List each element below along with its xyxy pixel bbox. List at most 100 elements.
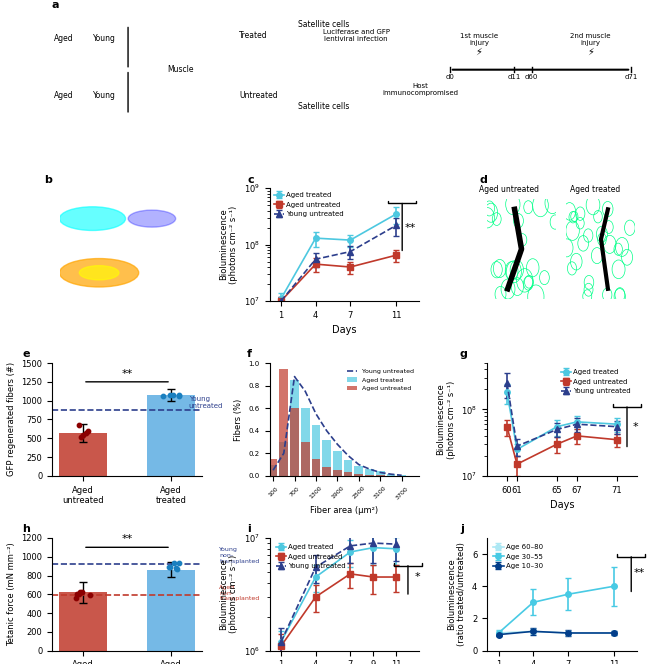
Bar	[147, 570, 195, 651]
Text: Aged: Aged	[54, 35, 73, 43]
Legend: Aged treated, Aged untreated, Young untreated: Aged treated, Aged untreated, Young untr…	[273, 541, 348, 572]
Young untreated	[333, 440, 341, 448]
Text: 20 Mo mouse: 20 Mo mouse	[55, 221, 61, 268]
Text: Aged untreated: Aged untreated	[480, 185, 540, 193]
Young untreated	[398, 471, 406, 479]
Point	[168, 390, 178, 401]
Text: h: h	[22, 525, 30, 535]
Y-axis label: GFP regenerated fibers (#): GFP regenerated fibers (#)	[6, 363, 16, 477]
Bar	[333, 451, 342, 476]
Point	[75, 587, 86, 598]
Text: 2: 2	[188, 217, 193, 223]
X-axis label: Days: Days	[332, 325, 357, 335]
Bar	[354, 473, 363, 476]
X-axis label: Fiber area (μm²): Fiber area (μm²)	[311, 506, 378, 515]
Young untreated	[312, 410, 320, 418]
Text: 5: 5	[188, 256, 193, 262]
Text: Young
non-
transplanted: Young non- transplanted	[220, 547, 259, 564]
Point	[75, 431, 86, 442]
Text: Aged treated: Aged treated	[570, 185, 620, 193]
Point	[73, 420, 84, 431]
Text: a: a	[52, 0, 60, 10]
Bar	[376, 471, 385, 476]
Text: Untreated: Untreated	[130, 185, 169, 193]
Text: *: *	[415, 572, 420, 582]
Text: Treated: Treated	[60, 185, 89, 193]
Text: i: i	[247, 525, 251, 535]
Bar	[268, 465, 278, 476]
Bar	[58, 433, 107, 476]
Text: c: c	[247, 175, 254, 185]
Y-axis label: Fibers (%): Fibers (%)	[234, 398, 243, 440]
Y-axis label: Bioluminescence
(photons cm⁻² s⁻¹): Bioluminescence (photons cm⁻² s⁻¹)	[436, 380, 456, 459]
Young untreated	[344, 452, 352, 459]
Text: d60: d60	[525, 74, 538, 80]
Point	[165, 390, 176, 400]
Point	[164, 562, 174, 573]
Legend: Young untreated, Aged treated, Aged untreated: Young untreated, Aged treated, Aged untr…	[345, 366, 417, 394]
Text: Young: Young	[93, 91, 116, 100]
Bar	[322, 440, 331, 476]
Point	[165, 562, 176, 572]
Y-axis label: Bioluminescence
(photons cm⁻² s⁻¹): Bioluminescence (photons cm⁻² s⁻¹)	[219, 555, 238, 633]
Point	[174, 390, 184, 401]
Young untreated	[302, 387, 309, 395]
Text: 1st muscle
injury: 1st muscle injury	[460, 33, 498, 46]
Bar	[147, 395, 195, 476]
Text: Luciferase and GFP
lentiviral infection: Luciferase and GFP lentiviral infection	[322, 29, 390, 42]
Text: d11: d11	[508, 74, 521, 80]
Point	[169, 558, 179, 568]
Text: f: f	[247, 349, 252, 359]
Point	[72, 589, 83, 600]
Legend: Aged treated, Aged untreated, Young untreated: Aged treated, Aged untreated, Young untr…	[558, 367, 634, 397]
Text: b: b	[44, 175, 53, 185]
Text: Aged
non-
transplanted: Aged non- transplanted	[220, 585, 259, 602]
Point	[78, 430, 88, 440]
Bar	[365, 469, 374, 476]
Legend: Aged treated, Aged untreated, Young untreated: Aged treated, Aged untreated, Young untr…	[271, 189, 346, 220]
Bar	[344, 473, 352, 476]
Young untreated	[323, 427, 331, 435]
Bar	[280, 369, 288, 476]
Young untreated	[387, 470, 395, 478]
Bar	[344, 460, 352, 476]
Bar	[322, 467, 331, 476]
Young untreated	[269, 466, 277, 474]
Bar	[387, 473, 395, 476]
Point	[83, 426, 94, 436]
Text: Satellite cells: Satellite cells	[298, 102, 349, 111]
Bar	[268, 459, 278, 476]
Bar	[301, 408, 309, 476]
Point	[70, 593, 81, 604]
Text: g: g	[460, 349, 468, 359]
Text: Satellite cells: Satellite cells	[298, 20, 349, 29]
Text: Untreated: Untreated	[239, 91, 278, 100]
Text: d0: d0	[445, 74, 454, 80]
Bar	[280, 442, 288, 476]
Line: Young untreated: Young untreated	[273, 376, 402, 475]
Text: 1De3: 1De3	[188, 235, 205, 240]
Text: 2nd muscle
injury: 2nd muscle injury	[570, 33, 610, 46]
Text: 3: 3	[188, 192, 193, 198]
Text: ⚡: ⚡	[587, 47, 593, 57]
Bar	[365, 475, 374, 476]
Legend: Age 60–80, Age 30–55, Age 10–30: Age 60–80, Age 30–55, Age 10–30	[491, 541, 545, 572]
Bar	[354, 465, 363, 476]
Bar	[333, 470, 342, 476]
Y-axis label: Bioluminescence
(ratio treated/untreated): Bioluminescence (ratio treated/untreated…	[447, 542, 466, 646]
Text: **: **	[405, 222, 416, 232]
Point	[81, 428, 92, 438]
Bar	[290, 408, 299, 476]
Point	[73, 588, 84, 599]
Text: Treated: Treated	[239, 31, 268, 40]
Bar	[397, 475, 406, 476]
Bar	[311, 425, 320, 476]
Text: Young: Young	[93, 35, 116, 43]
Text: *: *	[632, 422, 638, 432]
Text: **: **	[122, 534, 133, 544]
Young untreated	[365, 465, 373, 473]
Text: Muscle: Muscle	[168, 65, 194, 74]
Bar	[290, 380, 299, 476]
Y-axis label: Bioluminescence
(photons cm⁻² s⁻¹): Bioluminescence (photons cm⁻² s⁻¹)	[219, 205, 238, 284]
Point	[84, 590, 95, 600]
